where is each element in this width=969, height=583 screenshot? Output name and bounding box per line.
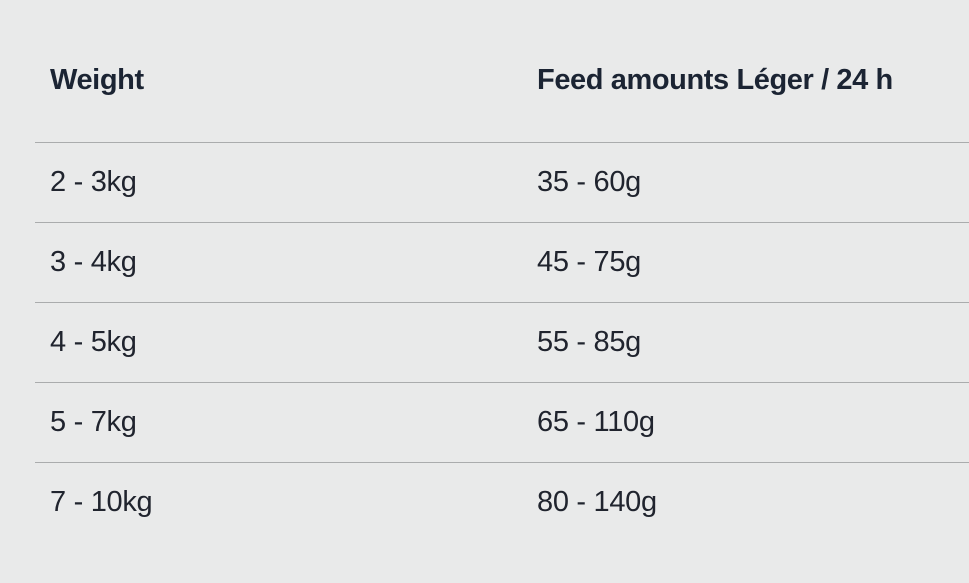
column-header-weight: Weight <box>50 64 144 96</box>
row-divider <box>35 302 969 303</box>
table-row: 2 - 3kg 35 - 60g <box>0 143 969 222</box>
feed-amount-value: 45 - 75g <box>537 246 642 278</box>
table-row: 5 - 7kg 65 - 110g <box>0 383 969 462</box>
feed-amount-value: 55 - 85g <box>537 326 642 358</box>
row-divider <box>35 222 969 223</box>
feed-amount-value: 35 - 60g <box>537 166 642 198</box>
feed-amount-value: 65 - 110g <box>537 406 655 438</box>
weight-value: 4 - 5kg <box>50 326 137 358</box>
weight-value: 5 - 7kg <box>50 406 137 438</box>
feed-amount-value: 80 - 140g <box>537 486 657 518</box>
table-row: 3 - 4kg 45 - 75g <box>0 223 969 302</box>
table-row: 4 - 5kg 55 - 85g <box>0 303 969 382</box>
table-row: 7 - 10kg 80 - 140g <box>0 463 969 542</box>
table-header-row: Weight Feed amounts Léger / 24 h <box>0 0 969 142</box>
row-divider <box>35 462 969 463</box>
weight-value: 2 - 3kg <box>50 166 137 198</box>
row-divider <box>35 382 969 383</box>
weight-value: 3 - 4kg <box>50 246 137 278</box>
column-header-feed-amounts: Feed amounts Léger / 24 h <box>537 64 893 96</box>
weight-value: 7 - 10kg <box>50 486 153 518</box>
row-divider <box>35 142 969 143</box>
